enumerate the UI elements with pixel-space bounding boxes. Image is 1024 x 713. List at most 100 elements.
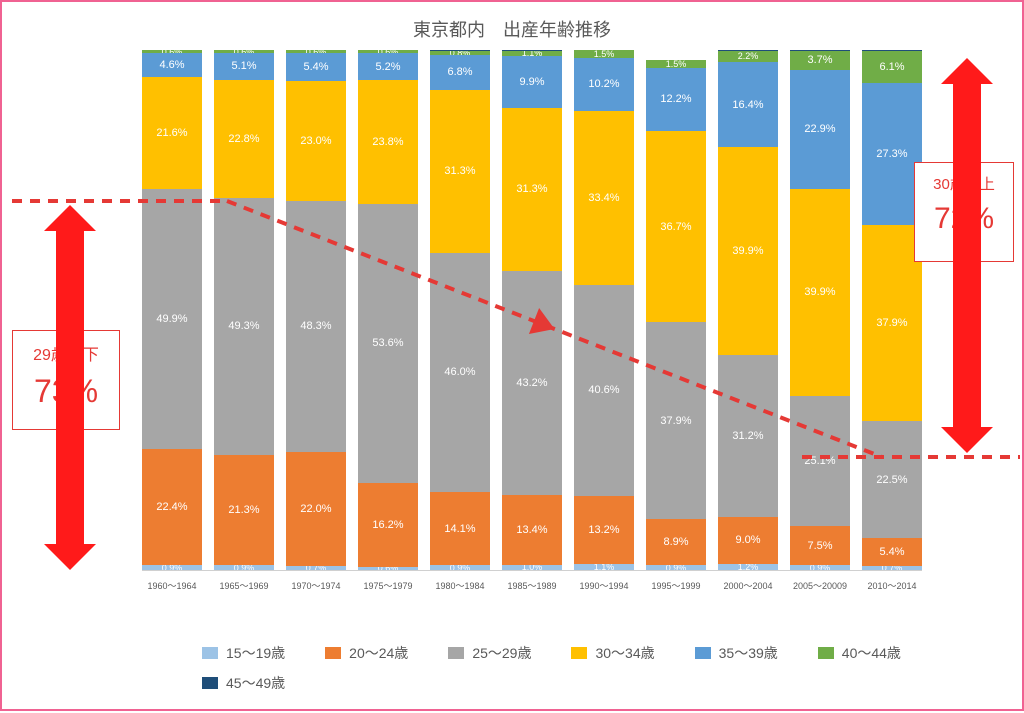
legend-swatch xyxy=(325,647,341,659)
bar-segment: 53.6% xyxy=(358,204,418,483)
bar-stack: 0.6%16.2%53.6%23.8%5.2%0.6% xyxy=(358,50,418,570)
legend-swatch xyxy=(818,647,834,659)
legend-label: 25～29歳 xyxy=(472,643,531,663)
bar-stack: 0.9%22.4%49.9%21.6%4.6%0.6% xyxy=(142,50,202,570)
bar-column: 0.9%14.1%46.0%31.3%6.8%0.8%1980～1984 xyxy=(430,50,490,570)
bar-x-label: 2005～20009 xyxy=(790,579,850,592)
bar-segment: 9.0% xyxy=(718,517,778,564)
bar-segment: 23.0% xyxy=(286,81,346,201)
bar-stack: 0.9%7.5%25.1%39.9%22.9%3.7% xyxy=(790,50,850,570)
bar-x-label: 1990～1994 xyxy=(574,579,634,592)
bar-segment: 4.6% xyxy=(142,53,202,77)
legend: 15～19歳 20～24歳 25～29歳 30～34歳 35～39歳 40～44歳 45～4… xyxy=(202,643,902,693)
bar-stack: 0.7%5.4%22.5%37.9%27.3%6.1% xyxy=(862,50,922,570)
bar-x-label: 2010～2014 xyxy=(862,579,922,592)
bar-segment: 12.2% xyxy=(646,68,706,131)
bar-segment: 25.1% xyxy=(790,396,850,526)
bar-x-label: 1985～1989 xyxy=(502,579,562,592)
bar-segment: 1.5% xyxy=(646,60,706,68)
bar-segment: 31.3% xyxy=(430,90,490,253)
x-axis-line xyxy=(142,570,922,571)
legend-item: 20～24歳 xyxy=(325,643,408,663)
legend-label: 40～44歳 xyxy=(842,643,901,663)
bar-x-label: 1965～1969 xyxy=(214,579,274,592)
bar-stack: 1.2%9.0%31.2%39.9%16.4%2.2% xyxy=(718,50,778,570)
chart-title: 東京都内 出産年齢推移 xyxy=(2,16,1022,42)
chart-frame: 東京都内 出産年齢推移 0.9%22.4%49.9%21.6%4.6%0.6%1… xyxy=(0,0,1024,711)
bar-segment: 48.3% xyxy=(286,201,346,452)
legend-swatch xyxy=(202,677,218,689)
bar-x-label: 1960～1964 xyxy=(142,579,202,592)
legend-item: 15～19歳 xyxy=(202,643,285,663)
bar-segment: 13.4% xyxy=(502,495,562,565)
bar-segment: 9.9% xyxy=(502,56,562,107)
bar-segment: 33.4% xyxy=(574,111,634,285)
legend-label: 30～34歳 xyxy=(595,643,654,663)
bar-segment: 8.9% xyxy=(646,519,706,565)
annotation-right: 30歳以上 72% xyxy=(914,162,1014,262)
bar-segment: 5.4% xyxy=(862,538,922,566)
bar-x-label: 1995～1999 xyxy=(646,579,706,592)
annotation-right-line2: 72% xyxy=(915,202,1013,236)
bar-column: 1.0%13.4%43.2%31.3%9.9%1.1%1985～1989 xyxy=(502,50,562,570)
bar-stack: 0.7%22.0%48.3%23.0%5.4%0.6% xyxy=(286,50,346,570)
bar-segment: 43.2% xyxy=(502,271,562,496)
bar-segment: 16.4% xyxy=(718,62,778,147)
bar-segment: 5.4% xyxy=(286,53,346,81)
bar-segment: 40.6% xyxy=(574,285,634,496)
bar-segment: 49.9% xyxy=(142,189,202,448)
bar-segment: 2.2% xyxy=(718,51,778,62)
bar-segment: 39.9% xyxy=(718,147,778,354)
bar-segment: 22.8% xyxy=(214,80,274,199)
bar-segment: 21.3% xyxy=(214,455,274,566)
bar-segment: 16.2% xyxy=(358,483,418,567)
bar-column: 0.6%16.2%53.6%23.8%5.2%0.6%1975～1979 xyxy=(358,50,418,570)
bar-stack: 0.9%21.3%49.3%22.8%5.1%0.6% xyxy=(214,50,274,570)
bar-segment: 36.7% xyxy=(646,131,706,322)
legend-item: 45～49歳 xyxy=(202,673,285,693)
legend-item: 25～29歳 xyxy=(448,643,531,663)
bar-x-label: 1980～1984 xyxy=(430,579,490,592)
bar-segment: 3.7% xyxy=(790,51,850,70)
bar-column: 0.9%7.5%25.1%39.9%22.9%3.7%2005～20009 xyxy=(790,50,850,570)
bar-segment: 39.9% xyxy=(790,189,850,396)
bar-column: 1.2%9.0%31.2%39.9%16.4%2.2%2000～2004 xyxy=(718,50,778,570)
annotation-right-line1: 30歳以上 xyxy=(915,173,1013,194)
bar-segment: 49.3% xyxy=(214,198,274,454)
bar-column: 0.7%22.0%48.3%23.0%5.4%0.6%1970～1974 xyxy=(286,50,346,570)
legend-item: 35～39歳 xyxy=(695,643,778,663)
bar-stack: 1.0%13.4%43.2%31.3%9.9%1.1% xyxy=(502,50,562,570)
legend-item: 40～44歳 xyxy=(818,643,901,663)
annotation-left-line2: 73% xyxy=(13,373,119,410)
bar-segment: 10.2% xyxy=(574,58,634,111)
legend-swatch xyxy=(202,647,218,659)
legend-swatch xyxy=(571,647,587,659)
bar-segment: 6.8% xyxy=(430,55,490,90)
bar-segment: 1.5% xyxy=(574,50,634,58)
bar-segment: 37.9% xyxy=(646,322,706,519)
bar-segment: 37.9% xyxy=(862,225,922,422)
bar-segment: 46.0% xyxy=(430,253,490,492)
annotation-left-line1: 29歳以下 xyxy=(13,341,119,365)
legend-swatch xyxy=(695,647,711,659)
legend-item: 30～34歳 xyxy=(571,643,654,663)
bar-segment: 14.1% xyxy=(430,492,490,565)
bar-segment: 23.8% xyxy=(358,80,418,204)
bar-segment: 5.1% xyxy=(214,53,274,80)
bar-stack: 1.1%13.2%40.6%33.4%10.2%1.5% xyxy=(574,50,634,570)
bar-x-label: 2000～2004 xyxy=(718,579,778,592)
legend-label: 45～49歳 xyxy=(226,673,285,693)
bar-segment: 27.3% xyxy=(862,83,922,225)
bar-segment: 22.9% xyxy=(790,70,850,189)
bar-column: 0.9%22.4%49.9%21.6%4.6%0.6%1960～1964 xyxy=(142,50,202,570)
bar-x-label: 1975～1979 xyxy=(358,579,418,592)
legend-label: 20～24歳 xyxy=(349,643,408,663)
bar-segment: 22.4% xyxy=(142,449,202,565)
bar-column: 0.9%21.3%49.3%22.8%5.1%0.6%1965～1969 xyxy=(214,50,274,570)
bar-stack: 0.9%14.1%46.0%31.3%6.8%0.8% xyxy=(430,50,490,570)
plot-area: 0.9%22.4%49.9%21.6%4.6%0.6%1960～19640.9%… xyxy=(142,50,922,600)
annotation-left: 29歳以下 73% xyxy=(12,330,120,430)
bars-container: 0.9%22.4%49.9%21.6%4.6%0.6%1960～19640.9%… xyxy=(142,50,922,570)
bar-x-label: 1970～1974 xyxy=(286,579,346,592)
bar-segment: 5.2% xyxy=(358,53,418,80)
